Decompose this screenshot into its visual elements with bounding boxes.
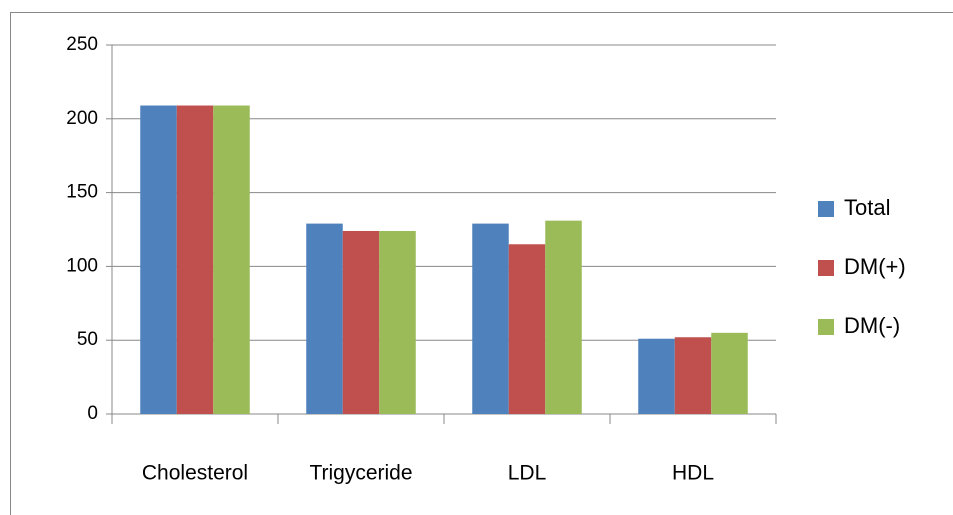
y-tick-label: 150	[66, 182, 98, 203]
bar	[472, 223, 509, 414]
legend-label: Total	[844, 195, 890, 220]
bar	[213, 105, 250, 415]
y-tick-label: 250	[66, 34, 98, 55]
bar	[674, 337, 712, 414]
legend-label: DM(+)	[844, 254, 906, 279]
bar	[711, 332, 748, 414]
chart-frame	[10, 12, 953, 515]
x-tick-label: Cholesterol	[142, 462, 248, 485]
bar	[342, 230, 380, 414]
y-tick-label: 50	[77, 329, 98, 350]
bar	[638, 338, 675, 414]
legend-swatch	[818, 201, 834, 217]
y-tick-label: 0	[87, 403, 98, 424]
bar	[176, 105, 214, 415]
x-tick-label: LDL	[508, 462, 547, 485]
y-tick-label: 200	[66, 108, 98, 129]
legend-label: DM(-)	[844, 313, 900, 338]
bar	[379, 230, 416, 414]
legend-swatch	[818, 319, 834, 335]
legend-swatch	[818, 260, 834, 276]
bar	[306, 223, 343, 414]
y-tick-label: 100	[66, 255, 98, 276]
bar	[508, 244, 546, 414]
bar	[545, 220, 582, 414]
x-tick-label: HDL	[672, 462, 714, 485]
x-tick-label: Trigyceride	[309, 462, 412, 485]
bar	[140, 105, 177, 415]
